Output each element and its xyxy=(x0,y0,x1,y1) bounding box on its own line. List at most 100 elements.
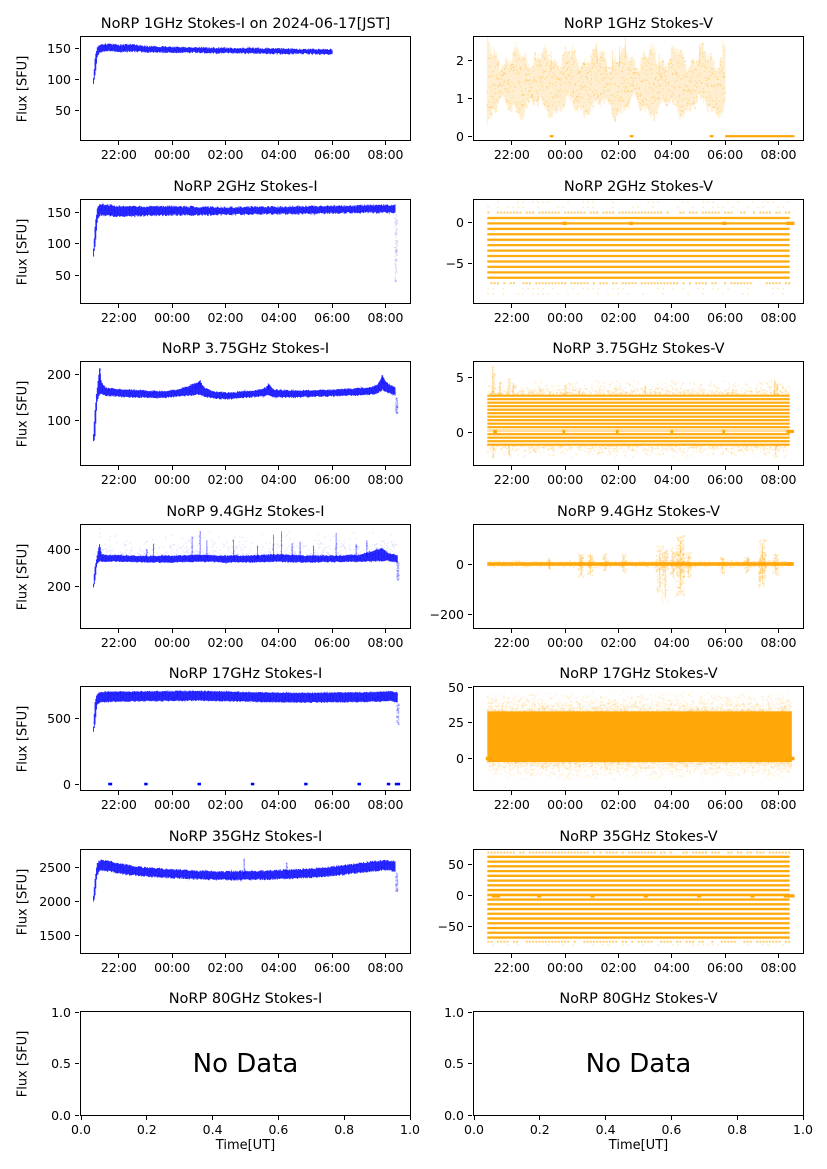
no-data-label: No Data xyxy=(585,1048,692,1079)
y-tick-label: 5 xyxy=(456,369,464,385)
plot-area xyxy=(80,524,411,629)
plot-area xyxy=(80,849,411,954)
y-tick-label: 0.5 xyxy=(444,1056,464,1071)
x-tick-label: 04:00 xyxy=(653,797,690,812)
y-tick xyxy=(468,722,472,724)
x-tick-label: 02:00 xyxy=(207,472,244,487)
x-tick xyxy=(225,629,226,633)
x-tick-label: 00:00 xyxy=(547,310,584,325)
x-tick xyxy=(278,141,280,145)
x-tick xyxy=(171,629,173,633)
x-tick-label: 02:00 xyxy=(207,635,244,650)
x-tick xyxy=(225,304,226,308)
x-tick-label: 0.0 xyxy=(71,1122,91,1137)
x-tick-label: 02:00 xyxy=(207,960,244,975)
y-tick-label: 0.0 xyxy=(444,1107,464,1123)
y-tick xyxy=(75,901,79,902)
x-tick xyxy=(671,954,673,958)
plot-canvas xyxy=(474,200,803,303)
y-tick-label: 100 xyxy=(47,413,71,429)
subplot-title: NoRP 2GHz Stokes-V xyxy=(563,179,714,195)
y-tick xyxy=(75,243,79,245)
no-data-label: No Data xyxy=(192,1048,299,1079)
plot-area xyxy=(473,524,804,629)
x-tick-label: 08:00 xyxy=(760,310,797,325)
plot-area xyxy=(473,361,804,466)
x-axis-label: Time[UT] xyxy=(608,1138,669,1153)
subplot-title: NoRP 1GHz Stokes-V xyxy=(563,16,714,32)
y-tick-label: 0 xyxy=(63,776,71,792)
y-tick xyxy=(75,1114,79,1116)
x-tick-label: 02:00 xyxy=(207,797,244,812)
x-tick-label: 04:00 xyxy=(653,635,690,650)
subplot-title: NoRP 1GHz Stokes-I on 2024-06-17[JST] xyxy=(100,16,391,32)
x-tick-label: 00:00 xyxy=(154,472,191,487)
x-tick xyxy=(671,141,673,145)
x-tick xyxy=(618,791,619,795)
y-tick-label: 200 xyxy=(47,367,71,383)
x-tick xyxy=(409,1116,411,1120)
x-tick-label: 06:00 xyxy=(314,310,351,325)
y-tick-label: −5 xyxy=(445,256,464,272)
y-tick xyxy=(75,783,79,785)
x-tick xyxy=(171,466,173,470)
x-tick-label: 0.6 xyxy=(661,1122,682,1137)
x-tick xyxy=(724,629,726,633)
x-tick xyxy=(331,141,333,145)
x-tick-label: 06:00 xyxy=(707,797,744,812)
x-tick-label: 08:00 xyxy=(367,310,404,325)
y-tick-label: 0.0 xyxy=(51,1107,71,1123)
x-tick-label: 04:00 xyxy=(260,310,297,325)
x-tick xyxy=(278,466,280,470)
x-tick-label: 0.0 xyxy=(464,1122,484,1137)
x-tick xyxy=(80,1116,82,1120)
y-tick-label: 50 xyxy=(448,679,464,695)
x-tick-label: 04:00 xyxy=(653,472,690,487)
x-tick xyxy=(384,141,386,145)
x-tick-label: 00:00 xyxy=(154,797,191,812)
y-tick xyxy=(468,98,472,100)
y-tick xyxy=(468,1063,472,1064)
plot-area xyxy=(80,199,411,304)
x-tick-label: 0.4 xyxy=(202,1122,223,1137)
plot-canvas xyxy=(81,200,410,303)
y-tick xyxy=(75,420,79,422)
x-tick xyxy=(777,954,779,958)
x-tick xyxy=(171,304,173,308)
subplot-title: NoRP 9.4GHz Stokes-I xyxy=(166,504,325,520)
x-tick xyxy=(331,466,333,470)
x-tick-label: 06:00 xyxy=(314,472,351,487)
y-tick-label: −200 xyxy=(429,607,464,623)
subplot-title: NoRP 80GHz Stokes-I xyxy=(168,991,323,1007)
y-tick-label: 200 xyxy=(47,578,71,594)
x-tick-label: 22:00 xyxy=(493,797,530,812)
plot-area xyxy=(80,1011,411,1116)
x-tick xyxy=(171,141,173,145)
x-tick xyxy=(777,629,779,633)
y-tick xyxy=(468,895,472,897)
x-tick xyxy=(671,466,673,470)
x-tick-label: 08:00 xyxy=(760,960,797,975)
x-tick xyxy=(118,141,120,145)
y-tick-label: 100 xyxy=(47,236,71,252)
x-tick xyxy=(225,954,226,958)
x-tick-label: 22:00 xyxy=(493,635,530,650)
y-tick-label: 2000 xyxy=(39,894,71,909)
x-tick xyxy=(511,791,513,795)
x-tick-label: 08:00 xyxy=(760,797,797,812)
plot-canvas xyxy=(81,1012,410,1115)
y-tick xyxy=(468,864,472,866)
plot-area xyxy=(80,361,411,466)
x-tick-label: 00:00 xyxy=(154,310,191,325)
y-tick xyxy=(75,374,79,376)
x-tick-label: 00:00 xyxy=(547,960,584,975)
x-tick xyxy=(618,954,619,958)
x-tick-label: 06:00 xyxy=(707,310,744,325)
plot-area xyxy=(473,199,804,304)
x-tick-label: 06:00 xyxy=(314,147,351,162)
x-tick-label: 00:00 xyxy=(547,472,584,487)
x-tick xyxy=(225,141,226,145)
x-tick xyxy=(671,304,673,308)
plot-area xyxy=(473,1011,804,1116)
x-tick xyxy=(802,1116,804,1120)
